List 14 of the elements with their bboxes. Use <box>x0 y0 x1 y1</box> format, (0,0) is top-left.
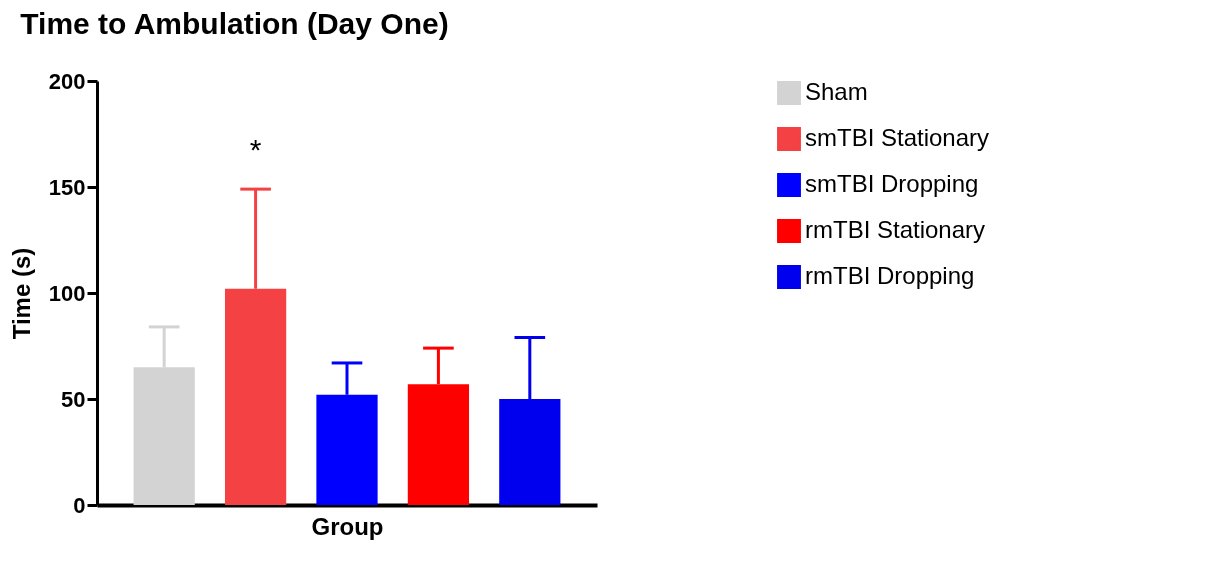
y-tick-label: 100 <box>48 280 86 306</box>
legend-label: rmTBI Stationary <box>805 216 986 243</box>
y-tick-label: 50 <box>61 386 86 412</box>
y-tick-label: 0 <box>73 492 86 518</box>
y-tick-label: 200 <box>48 68 86 94</box>
x-axis-title: Group <box>311 512 384 540</box>
annotation: * <box>249 133 262 167</box>
legend-label: rmTBI Dropping <box>805 262 975 289</box>
legend-label: Sham <box>805 78 868 105</box>
legend-label: smTBI Stationary <box>805 124 990 151</box>
legend-label: smTBI Dropping <box>805 170 979 197</box>
y-tick-label: 150 <box>48 174 86 200</box>
y-axis-title: Time (s) <box>7 247 35 340</box>
chart-title: Time to Ambulation (Day One) <box>20 7 449 40</box>
